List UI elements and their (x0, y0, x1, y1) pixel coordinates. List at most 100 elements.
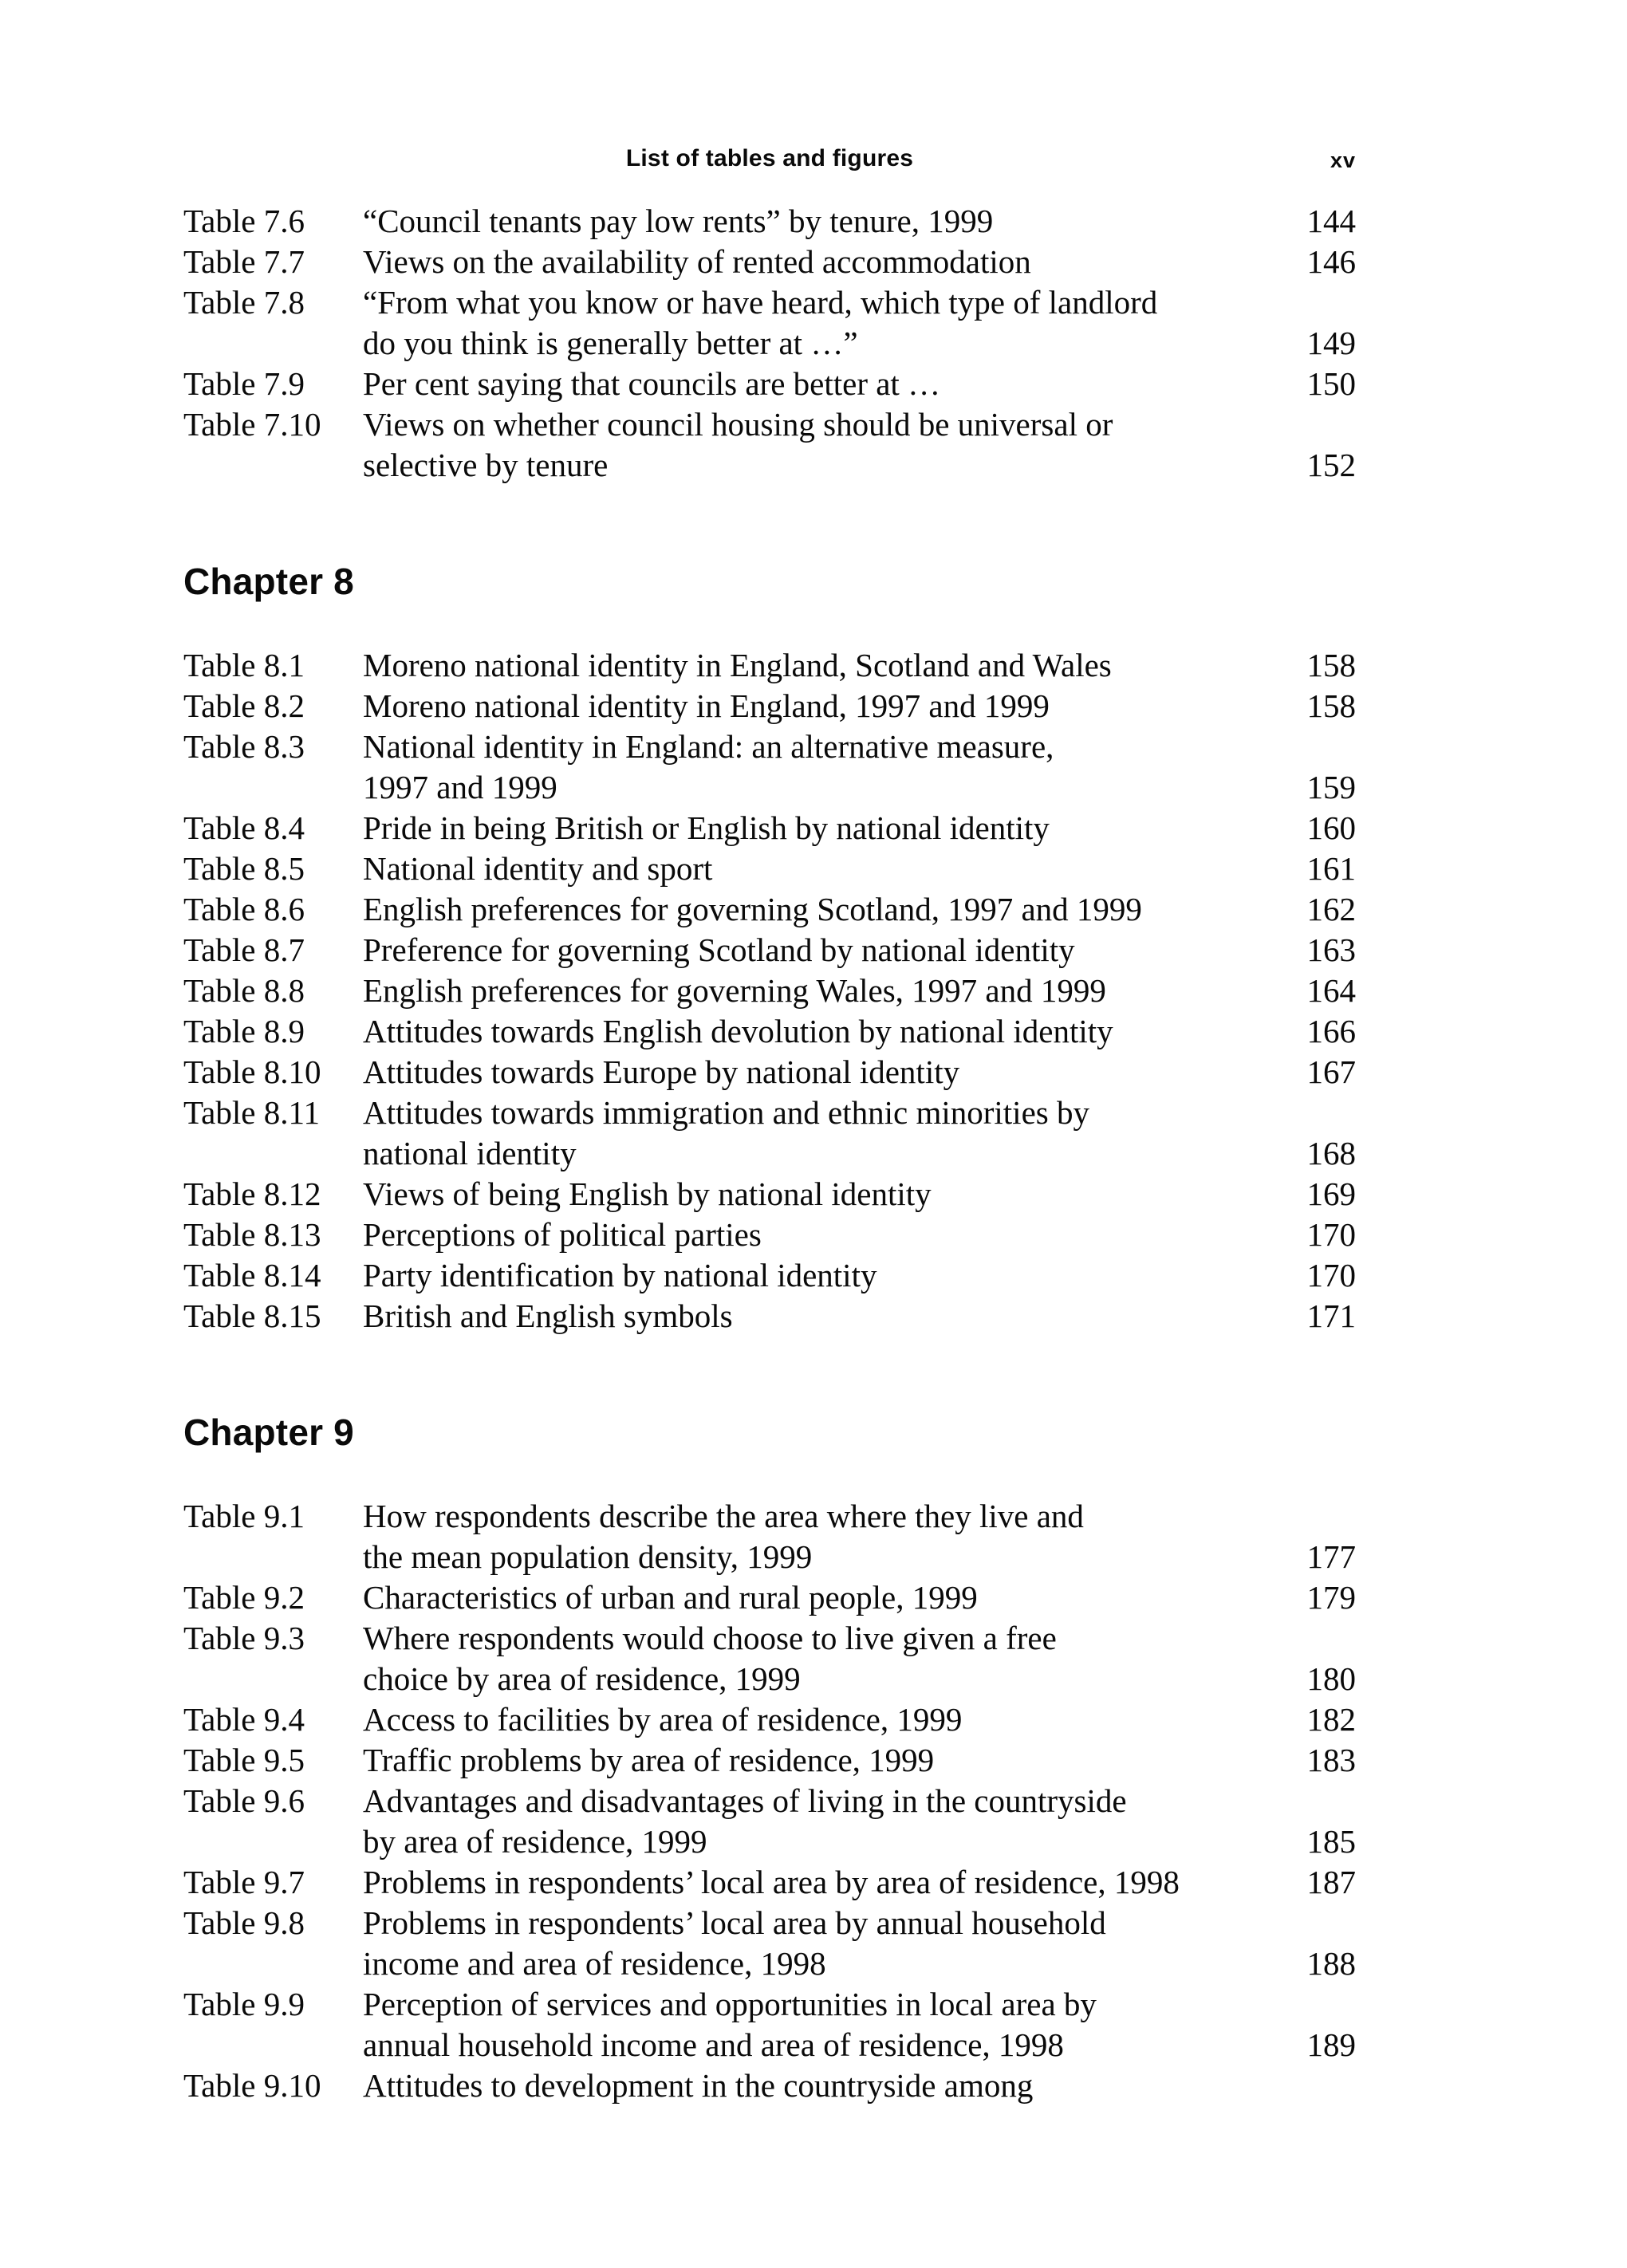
toc-entry: Table 8.12 Views of being English by nat… (183, 1174, 1356, 1215)
entry-label: Table 8.4 (183, 809, 305, 846)
entry-page-number: 160 (1306, 809, 1357, 846)
toc-entry: Table 9.8 Problems in respondents’ local… (183, 1903, 1356, 1984)
entry-page-number: 162 (1306, 891, 1357, 927)
entry-page-number: 167 (1306, 1053, 1357, 1090)
chapter-section: Chapter 8 Table 8.1 Moreno national iden… (183, 559, 1356, 1337)
entry-label: Table 8.8 (183, 972, 305, 1009)
toc-entry: Table 9.2 Characteristics of urban and r… (183, 1577, 1356, 1618)
entry-title: Access to facilities by area of residenc… (363, 1701, 963, 1738)
entry-label: Table 9.8 (183, 1904, 305, 1941)
entry-title: English preferences for governing Wales,… (363, 972, 1106, 1009)
entry-title: Views of being English by national ident… (363, 1175, 932, 1212)
entry-title: Problems in respondents’ local area by a… (363, 1864, 1180, 1900)
toc-entry: Table 9.7 Problems in respondents’ local… (183, 1862, 1356, 1903)
toc-entry: Table 9.1 How respondents describe the a… (183, 1496, 1356, 1577)
entry-page-number: 146 (1306, 243, 1357, 280)
entry-page-number: 180 (1306, 1660, 1357, 1697)
toc-entry: Table 9.6 Advantages and disadvantages o… (183, 1781, 1356, 1862)
entry-title: Advantages and disadvantages of living i… (363, 1782, 1127, 1860)
entry-page-number: 185 (1306, 1823, 1357, 1860)
entry-label: Table 8.10 (183, 1053, 321, 1090)
entry-label: Table 8.12 (183, 1175, 321, 1212)
entry-label: Table 8.2 (183, 687, 305, 724)
entry-page-number: 183 (1306, 1742, 1357, 1778)
entry-page-number: 189 (1306, 2026, 1357, 2063)
entry-title: Perception of services and opportunities… (363, 1986, 1097, 2063)
toc-entry: Table 8.7 Preference for governing Scotl… (183, 930, 1356, 971)
entry-title: Attitudes towards immigration and ethnic… (363, 1094, 1089, 1171)
entry-label: Table 9.1 (183, 1498, 305, 1534)
toc-entry: Table 7.9 Per cent saying that councils … (183, 364, 1356, 404)
chapter-heading: Chapter 9 (183, 1412, 354, 1453)
entry-label: Table 7.6 (183, 203, 305, 239)
entry-label: Table 8.13 (183, 1216, 321, 1253)
entry-label: Table 9.4 (183, 1701, 305, 1738)
entry-list: Table 8.1 Moreno national identity in En… (183, 645, 1356, 1337)
toc-entry: Table 8.4 Pride in being British or Engl… (183, 808, 1356, 849)
entry-title: Attitudes to development in the countrys… (363, 2067, 1034, 2104)
entry-label: Table 8.7 (183, 931, 305, 968)
entry-page-number: 144 (1306, 203, 1357, 239)
entry-title: Characteristics of urban and rural peopl… (363, 1579, 978, 1616)
entry-label: Table 8.6 (183, 891, 305, 927)
toc-entry: Table 9.3 Where respondents would choose… (183, 1618, 1356, 1699)
table-of-contents: Table 7.6 “Council tenants pay low rents… (183, 201, 1356, 2106)
running-head-title: List of tables and figures (625, 145, 914, 171)
toc-entry: Table 9.5 Traffic problems by area of re… (183, 1740, 1356, 1781)
toc-entry: Table 8.15 British and English symbols 1… (183, 1296, 1356, 1337)
toc-entry: Table 8.11 Attitudes towards immigration… (183, 1093, 1356, 1174)
entry-label: Table 9.7 (183, 1864, 305, 1900)
entry-title: Per cent saying that councils are better… (363, 365, 941, 402)
entry-label: Table 8.11 (183, 1094, 320, 1131)
entry-label: Table 9.9 (183, 1986, 305, 2022)
entry-label: Table 9.6 (183, 1782, 305, 1819)
entry-title: British and English symbols (363, 1297, 733, 1334)
toc-entry: Table 8.8 English preferences for govern… (183, 971, 1356, 1011)
entry-title: Traffic problems by area of residence, 1… (363, 1742, 935, 1778)
toc-entry: Table 8.13 Perceptions of political part… (183, 1215, 1356, 1255)
toc-entry: Table 7.7 Views on the availability of r… (183, 242, 1356, 282)
entry-label: Table 9.3 (183, 1620, 305, 1656)
toc-entry: Table 9.9 Perception of services and opp… (183, 1984, 1356, 2065)
toc-entry: Table 8.6 English preferences for govern… (183, 889, 1356, 930)
entry-label: Table 9.2 (183, 1579, 305, 1616)
entry-list: Table 9.1 How respondents describe the a… (183, 1496, 1356, 2106)
entry-title: Attitudes towards English devolution by … (363, 1013, 1113, 1049)
entry-page-number: 149 (1306, 325, 1357, 361)
entry-list: Table 7.6 “Council tenants pay low rents… (183, 201, 1356, 486)
entry-page-number: 166 (1306, 1013, 1357, 1049)
entry-title: “From what you know or have heard, which… (363, 284, 1158, 361)
entry-label: Table 9.5 (183, 1742, 305, 1778)
toc-entry: Table 8.3 National identity in England: … (183, 726, 1356, 808)
entry-title: “Council tenants pay low rents” by tenur… (363, 203, 994, 239)
entry-title: Moreno national identity in England, 199… (363, 687, 1050, 724)
toc-entry: Table 9.10 Attitudes to development in t… (183, 2065, 1356, 2106)
entry-label: Table 7.7 (183, 243, 305, 280)
entry-label: Table 8.9 (183, 1013, 305, 1049)
toc-entry: Table 8.9 Attitudes towards English devo… (183, 1011, 1356, 1052)
entry-title: Party identification by national identit… (363, 1257, 877, 1293)
entry-page-number: 182 (1306, 1701, 1357, 1738)
entry-page-number: 158 (1306, 647, 1357, 683)
entry-label: Table 8.14 (183, 1257, 321, 1293)
toc-entry: Table 7.10 Views on whether council hous… (183, 404, 1356, 486)
toc-entry: Table 9.4 Access to facilities by area o… (183, 1699, 1356, 1740)
toc-entry: Table 7.6 “Council tenants pay low rents… (183, 201, 1356, 242)
entry-page-number: 159 (1306, 769, 1357, 805)
entry-page-number: 152 (1306, 447, 1357, 483)
page-number: xv (1330, 148, 1356, 172)
entry-label: Table 8.5 (183, 850, 305, 887)
toc-entry: Table 8.1 Moreno national identity in En… (183, 645, 1356, 686)
entry-label: Table 7.10 (183, 406, 321, 443)
entry-page-number: 164 (1306, 972, 1357, 1009)
entry-title: Where respondents would choose to live g… (363, 1620, 1057, 1697)
toc-entry: Table 8.5 National identity and sport 16… (183, 849, 1356, 889)
entry-label: Table 8.1 (183, 647, 305, 683)
entry-page-number: 168 (1306, 1135, 1357, 1171)
entry-title: Perceptions of political parties (363, 1216, 762, 1253)
entry-page-number: 179 (1306, 1579, 1357, 1616)
entry-page-number: 171 (1306, 1297, 1357, 1334)
entry-label: Table 8.15 (183, 1297, 321, 1334)
entry-title: Problems in respondents’ local area by a… (363, 1904, 1106, 1982)
